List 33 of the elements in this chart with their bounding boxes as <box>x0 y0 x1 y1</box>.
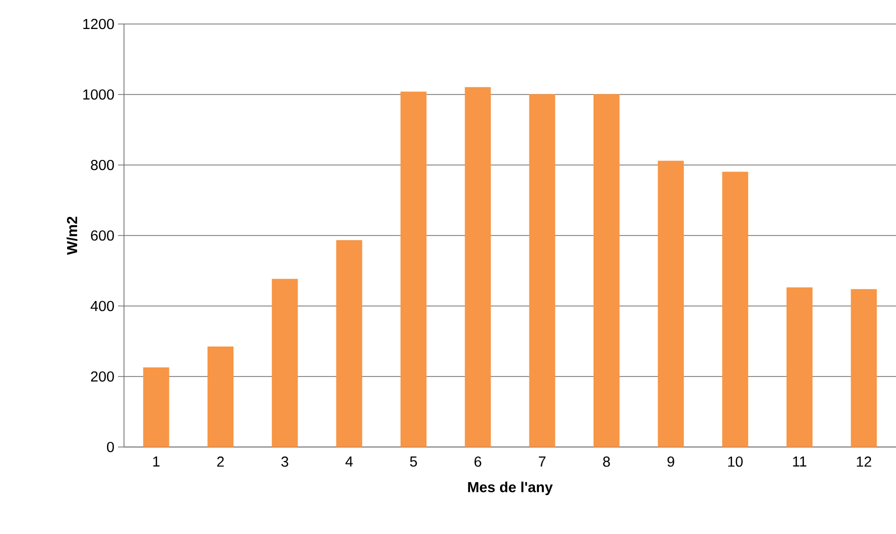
bar <box>786 287 813 447</box>
x-tick-label: 8 <box>603 456 610 467</box>
y-tick-label: 1000 <box>83 89 114 100</box>
x-axis-title: Mes de l'any <box>468 482 553 496</box>
bar <box>658 160 684 447</box>
y-tick-label: 200 <box>91 371 114 382</box>
x-tick-label: 6 <box>474 456 482 467</box>
y-axis-title: W/m2 <box>66 216 78 255</box>
bar <box>464 87 491 447</box>
bar <box>272 278 298 447</box>
x-tick-label: 2 <box>217 456 224 467</box>
bar <box>850 289 877 447</box>
x-tick-label: 9 <box>667 456 674 467</box>
y-tick-label: 800 <box>90 160 114 170</box>
bar <box>529 94 556 447</box>
bar <box>336 240 362 447</box>
y-tick-label: 400 <box>90 300 114 312</box>
x-tick-label: 11 <box>793 456 806 466</box>
y-tick-label: 600 <box>91 230 114 241</box>
bar <box>208 346 234 447</box>
bar <box>594 94 620 447</box>
x-tick-label: 10 <box>728 456 743 467</box>
y-tick-label: 1200 <box>83 18 114 30</box>
x-tick-label: 7 <box>538 456 546 466</box>
y-tick-label: 0 <box>106 442 114 452</box>
x-tick-label: 5 <box>410 456 417 467</box>
bar <box>400 92 427 447</box>
x-tick-label: 3 <box>281 456 288 467</box>
bar <box>143 367 170 447</box>
x-tick-label: 1 <box>153 456 160 466</box>
x-tick-label: 4 <box>345 456 353 466</box>
x-tick-label: 12 <box>856 456 872 467</box>
bar <box>722 172 748 447</box>
